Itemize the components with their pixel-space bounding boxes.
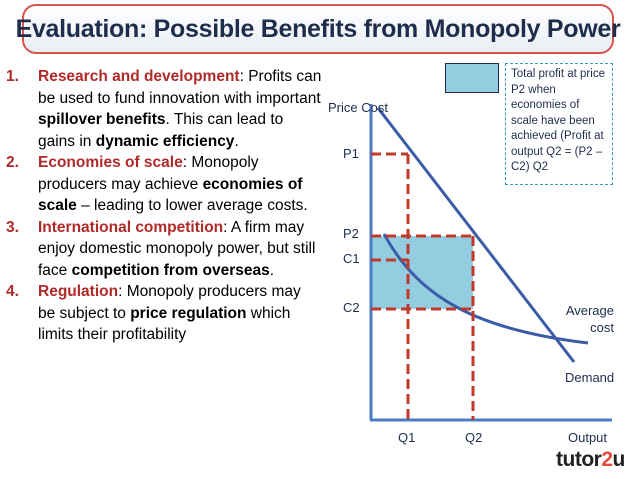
c1-label: C1 (343, 251, 360, 266)
benefit-text: International competition: A firm may en… (38, 217, 322, 282)
benefit-segment: – leading to lower average costs. (76, 197, 308, 214)
benefit-segment: : A firm may enjoy domestic monopoly pow… (38, 218, 316, 279)
benefit-segment: . This can lead to gains in (38, 111, 284, 150)
benefit-number: 4. (6, 283, 19, 300)
profit-legend-text: Total profit at price P2 when economies … (505, 63, 613, 185)
benefit-segment: : Profits can be used to fund innovation… (38, 68, 322, 107)
benefit-text: Research and development: Profits can be… (38, 66, 322, 152)
benefit-segment: : Monopoly producers may achieve (38, 154, 259, 193)
benefit-segment: : Monopoly producers may be subject to (38, 283, 301, 322)
benefit-segment: price regulation (130, 304, 247, 322)
tutor2u-logo: tutor2u (556, 448, 625, 471)
benefit-segment: . (269, 261, 275, 279)
x-axis-label: Output (568, 430, 608, 445)
benefit-item: 4. Regulation: Monopoly producers may be … (4, 281, 322, 346)
y-axis-label: Price Cost (328, 100, 388, 115)
benefit-segment: competition from overseas (71, 261, 270, 279)
q2-label: Q2 (465, 430, 483, 445)
benefit-item: 1. Research and development: Profits can … (4, 66, 322, 152)
p1-label: P1 (343, 146, 359, 161)
demand-label: Demand (565, 370, 615, 385)
benefit-segment: which limits their profitability (38, 304, 291, 344)
benefit-number: 1. (6, 68, 19, 85)
benefit-heading: International competition (38, 218, 224, 236)
title-banner: Evaluation: Possible Benefits from Monop… (16, 4, 621, 54)
benefit-heading: Research and development (38, 68, 240, 85)
benefit-segment: dynamic efficiency (95, 132, 235, 150)
benefit-segment: spillover benefits (38, 111, 166, 128)
benefit-item: 2. Economies of scale: Monopoly producers… (4, 152, 322, 217)
c2-label: C2 (343, 300, 360, 315)
benefits-list: 1. Research and development: Profits can … (4, 66, 322, 346)
profit-legend-swatch (445, 63, 499, 93)
benefit-heading: Regulation (38, 283, 119, 300)
benefit-item: 3. International competition: A firm may … (4, 217, 322, 282)
page-title: Evaluation: Possible Benefits from Monop… (15, 14, 621, 43)
profit-area (371, 236, 473, 309)
benefit-number: 3. (6, 218, 19, 236)
benefit-number: 2. (6, 154, 19, 171)
benefit-text: Economies of scale: Monopoly producers m… (38, 152, 322, 217)
average-cost-curve (382, 233, 589, 345)
benefit-segment: . (234, 132, 239, 150)
benefit-segment: economies of scale (38, 175, 303, 215)
average-cost-label: Average cost (565, 303, 614, 335)
p2-label: P2 (343, 226, 359, 241)
benefit-heading: Economies of scale (38, 154, 183, 171)
q1-label: Q1 (398, 430, 416, 445)
demand-curve (376, 107, 576, 363)
benefit-text: Regulation: Monopoly producers may be su… (38, 281, 322, 346)
